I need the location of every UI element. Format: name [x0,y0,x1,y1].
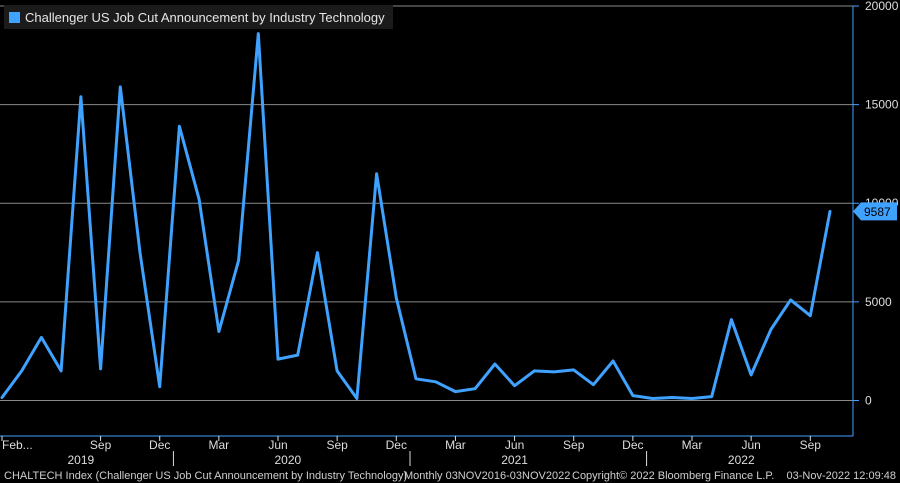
last-value-badge [853,202,897,221]
x-tick-label: Dec [149,438,170,452]
x-tick-label: Mar [445,438,466,452]
x-tick-label: Jun [505,438,524,452]
y-tick-label: 0 [865,393,872,407]
x-tick-label: Sep [90,438,112,452]
series-line [0,32,832,400]
x-tick-label: Sep [800,438,822,452]
y-tick-label: 20000 [865,0,899,13]
last-value-label: 9587 [864,205,891,219]
x-tick-label: Dec [386,438,407,452]
footer-ticker: CHALTECH Index (Challenger US Job Cut An… [4,470,408,482]
x-year-label: 2019 [68,453,95,467]
footer-copyright: Copyright© 2022 Bloomberg Finance L.P. [572,470,775,482]
x-year-label: 2021 [501,453,528,467]
x-tick-label: Dec [622,438,643,452]
y-tick-label: 15000 [865,98,899,112]
x-tick-label: Mar [682,438,703,452]
x-tick-label: Mar [209,438,230,452]
y-tick-label: 5000 [865,295,892,309]
footer-range: Monthly 03NOV2016-03NOV2022 [404,470,571,482]
footer-date: 03-Nov-2022 12:09:48 [786,470,896,482]
legend-swatch [9,11,20,23]
x-year-label: 2020 [275,453,302,467]
x-tick-label: Jun [268,438,287,452]
x-tick-label: Feb... [2,438,33,452]
x-tick-label: Jun [741,438,760,452]
legend: Challenger US Job Cut Announcement by In… [4,5,393,29]
x-tick-label: Sep [563,438,585,452]
x-year-label: 2022 [728,453,755,467]
legend-label: Challenger US Job Cut Announcement by In… [25,9,385,25]
x-tick-label: Sep [326,438,348,452]
